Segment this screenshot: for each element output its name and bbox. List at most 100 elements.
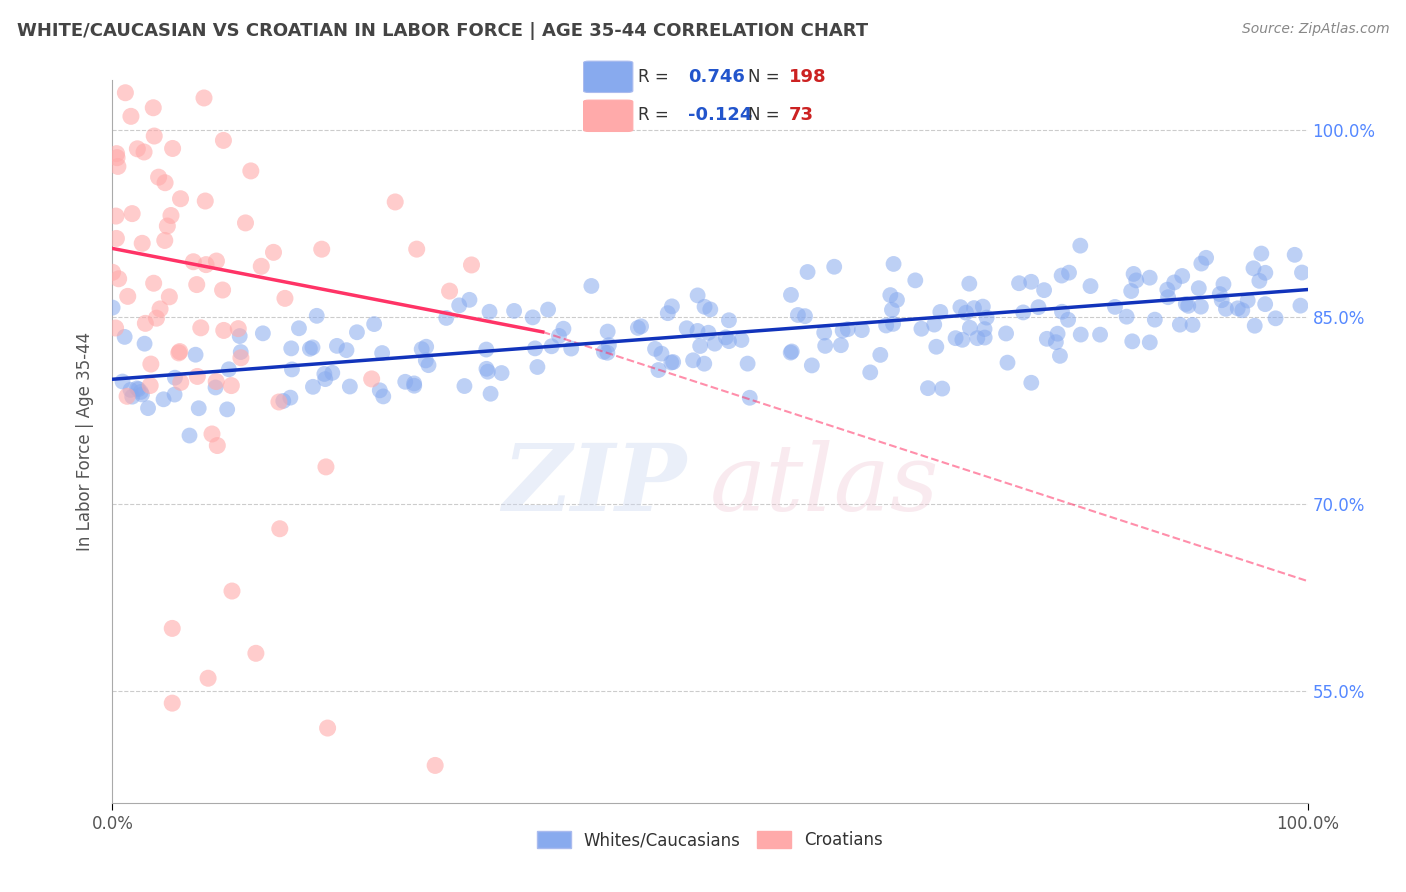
Point xyxy=(955,306,977,320)
Point xyxy=(929,305,952,319)
Point xyxy=(394,375,416,389)
Point xyxy=(1226,301,1249,316)
Point xyxy=(228,329,250,343)
Point xyxy=(104,321,127,335)
Point xyxy=(479,386,502,401)
Point xyxy=(139,378,162,392)
Point xyxy=(917,381,939,395)
Point xyxy=(682,353,704,368)
Point xyxy=(449,298,471,312)
Point xyxy=(526,359,548,374)
Point xyxy=(686,288,709,302)
Point xyxy=(596,325,619,339)
Point xyxy=(267,395,290,409)
Point xyxy=(787,308,810,322)
Point xyxy=(477,365,499,379)
Point xyxy=(212,133,235,147)
Point xyxy=(1036,332,1059,346)
Point xyxy=(644,342,666,356)
Point xyxy=(1284,248,1306,262)
Point xyxy=(217,402,239,417)
Point xyxy=(738,391,761,405)
Point xyxy=(522,310,544,325)
Point xyxy=(107,160,129,174)
Point xyxy=(205,375,228,389)
Point xyxy=(851,323,873,337)
Point xyxy=(160,209,183,223)
Point xyxy=(111,375,134,389)
Text: 0.746: 0.746 xyxy=(688,68,745,86)
Point xyxy=(1188,281,1211,295)
Point xyxy=(553,322,575,336)
Point xyxy=(239,164,262,178)
FancyBboxPatch shape xyxy=(583,62,633,93)
Point xyxy=(1209,287,1232,301)
Point xyxy=(162,696,183,710)
Point xyxy=(1289,299,1312,313)
Point xyxy=(794,309,817,323)
Point xyxy=(1012,305,1035,319)
Point xyxy=(1189,300,1212,314)
Point xyxy=(298,342,321,356)
Text: -0.124: -0.124 xyxy=(688,106,752,124)
Point xyxy=(186,369,208,384)
Point xyxy=(693,300,716,314)
Point xyxy=(120,109,142,123)
Point xyxy=(1254,297,1277,311)
Text: R =: R = xyxy=(638,106,675,124)
Point xyxy=(1250,246,1272,260)
Point xyxy=(1121,284,1143,298)
Point xyxy=(959,320,981,334)
Point xyxy=(183,254,205,268)
Point xyxy=(360,372,382,386)
Point xyxy=(703,336,725,351)
Point xyxy=(153,234,176,248)
Point xyxy=(157,290,180,304)
Point xyxy=(1088,327,1111,342)
Point xyxy=(314,367,336,381)
Point xyxy=(127,142,149,156)
Point xyxy=(647,363,669,377)
Point xyxy=(104,209,127,223)
Point xyxy=(184,348,207,362)
Point xyxy=(657,306,679,320)
Point xyxy=(167,346,190,360)
Text: atlas: atlas xyxy=(710,440,939,530)
Point xyxy=(1139,270,1161,285)
Point xyxy=(875,318,897,333)
Point xyxy=(1139,335,1161,350)
Point xyxy=(245,646,267,660)
Point xyxy=(105,231,128,245)
Point xyxy=(162,141,184,155)
Point xyxy=(281,362,304,376)
Point xyxy=(1156,283,1178,297)
Point xyxy=(730,333,752,347)
Point xyxy=(321,366,343,380)
Point xyxy=(699,302,721,317)
FancyBboxPatch shape xyxy=(583,100,633,131)
Point xyxy=(218,362,240,376)
Point xyxy=(1019,376,1042,390)
Point xyxy=(434,310,457,325)
Point xyxy=(973,322,995,336)
Point xyxy=(187,401,209,416)
Point xyxy=(404,376,426,391)
Point xyxy=(972,300,994,314)
Point xyxy=(1264,311,1286,326)
Point xyxy=(194,194,217,208)
Point xyxy=(1215,301,1237,316)
Point xyxy=(1174,297,1197,311)
Point xyxy=(1028,300,1050,314)
Point xyxy=(425,758,447,772)
Point xyxy=(689,339,711,353)
Point xyxy=(813,326,835,340)
Point xyxy=(152,392,174,407)
Text: N =: N = xyxy=(748,106,785,124)
Point xyxy=(114,330,136,344)
Point xyxy=(1211,293,1233,308)
Point xyxy=(105,151,128,165)
Point xyxy=(346,325,368,339)
Point xyxy=(186,277,208,292)
Point xyxy=(229,345,252,359)
Point xyxy=(1057,312,1080,326)
